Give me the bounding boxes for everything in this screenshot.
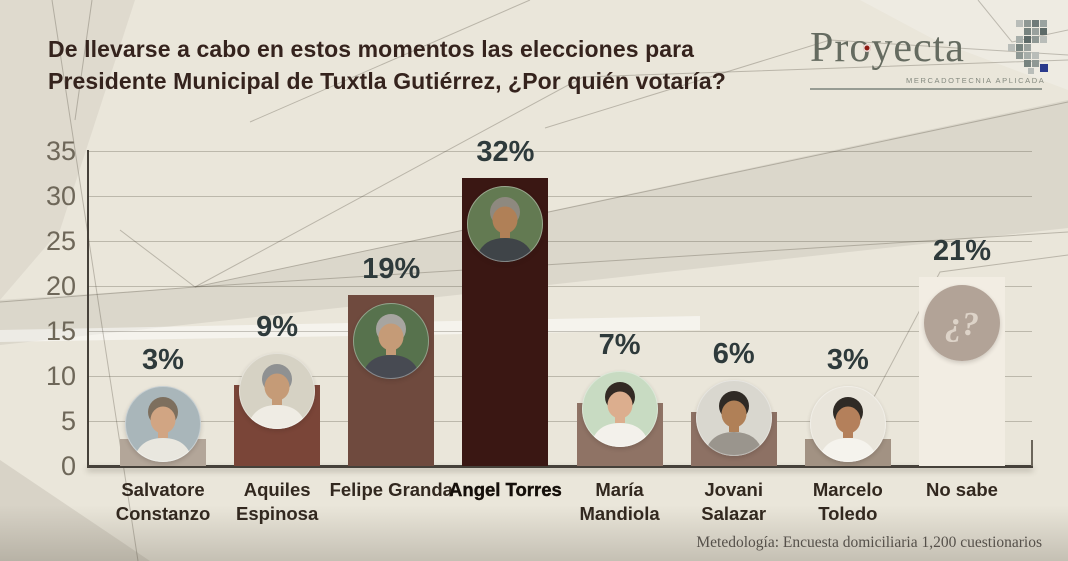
candidate-name: Jovani Salazar <box>701 479 767 525</box>
bar-value-label: 32% <box>476 136 535 168</box>
gridline <box>88 285 1032 287</box>
logo-underline <box>810 88 1042 90</box>
bar-value-label: 9% <box>256 311 299 343</box>
y-axis-label: 0 <box>60 451 76 481</box>
candidate-photo <box>239 353 316 429</box>
bar-value-label: 21% <box>932 235 991 267</box>
methodology-note: Metedología: Encuesta domiciliaria 1,200… <box>696 534 1042 551</box>
bar-value-label: 3% <box>826 344 869 376</box>
candidate-name: Marcelo Toledo <box>812 479 883 525</box>
y-axis-label: 5 <box>60 406 76 436</box>
bar-value-label: 6% <box>712 338 755 370</box>
logo-red-dot-icon <box>863 44 871 52</box>
y-axis-label: 20 <box>45 271 76 301</box>
gridline <box>88 420 1032 422</box>
candidate-photo <box>467 186 544 262</box>
candidate-name: María Mandiola <box>579 479 660 525</box>
candidate-name: Angel Torres <box>449 479 562 500</box>
gridline <box>88 150 1032 152</box>
gridline <box>88 195 1032 197</box>
y-axis-label: 30 <box>45 181 76 211</box>
brand-name: Proyecta <box>810 25 965 71</box>
candidate-photo <box>125 386 201 462</box>
gridline <box>88 240 1032 242</box>
y-axis-label: 15 <box>45 316 76 346</box>
bar-value-label: 7% <box>598 329 641 361</box>
gridline <box>88 330 1032 332</box>
x-axis-line <box>87 465 1033 468</box>
y-axis-label: 25 <box>45 226 76 256</box>
candidate-photo <box>581 371 658 447</box>
candidate-name: Aquiles Espinosa <box>236 479 319 525</box>
no-sabe-question-icon: ¿? <box>923 285 1000 361</box>
logo-mosaic-icon <box>1008 20 1048 74</box>
candidate-photo <box>809 386 886 462</box>
y-axis-label: 35 <box>45 136 76 166</box>
svg-text:¿?: ¿? <box>945 306 979 343</box>
candidate-photo <box>695 380 772 456</box>
brand-tagline: MERCADOTECNIA APLICADA <box>906 76 1046 85</box>
candidate-name: Felipe Granda <box>329 479 453 500</box>
candidate-name: Salvatore Constanzo <box>115 479 211 525</box>
bar-value-label: 19% <box>362 253 421 285</box>
y-axis-label: 10 <box>45 361 76 391</box>
candidate-name: No sabe <box>925 479 998 500</box>
page-title: De llevarse a cabo en estos momentos las… <box>48 36 726 94</box>
candidate-photo <box>353 303 430 379</box>
y-axis-line <box>87 150 89 467</box>
x-axis-right-tick <box>1031 440 1033 466</box>
brand-logo: Proyecta MERCADOTECNIA APLICADA <box>810 20 1050 100</box>
gridline <box>88 375 1032 377</box>
bar-value-label: 3% <box>142 344 184 376</box>
